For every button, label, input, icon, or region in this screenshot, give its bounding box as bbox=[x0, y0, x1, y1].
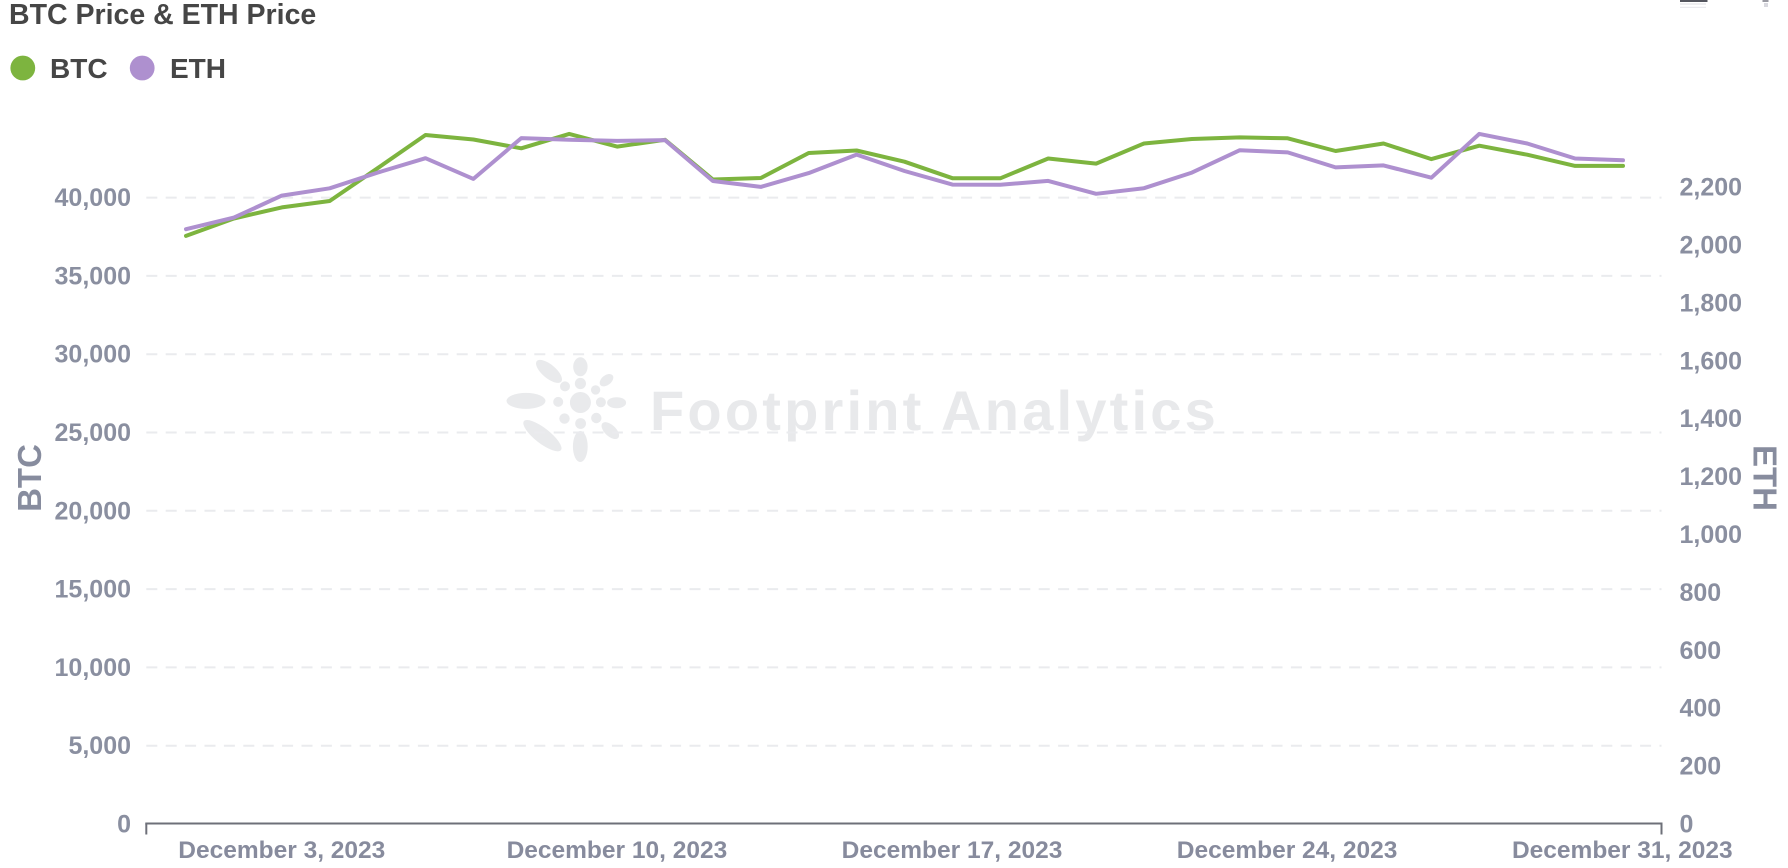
svg-text:600: 600 bbox=[1680, 637, 1722, 665]
svg-text:35,000: 35,000 bbox=[55, 262, 131, 290]
svg-text:2,200: 2,200 bbox=[1680, 174, 1743, 202]
svg-text:1,200: 1,200 bbox=[1680, 463, 1743, 491]
svg-text:ETH: ETH bbox=[1747, 445, 1784, 511]
svg-text:2,000: 2,000 bbox=[1680, 232, 1743, 260]
svg-text:1,800: 1,800 bbox=[1680, 289, 1743, 317]
svg-text:December 3, 2023: December 3, 2023 bbox=[178, 837, 385, 864]
svg-text:400: 400 bbox=[1680, 695, 1722, 723]
svg-text:200: 200 bbox=[1680, 753, 1722, 781]
svg-text:1,000: 1,000 bbox=[1680, 521, 1743, 549]
svg-text:25,000: 25,000 bbox=[55, 419, 131, 447]
svg-text:5,000: 5,000 bbox=[68, 732, 131, 760]
svg-text:December 31, 2023: December 31, 2023 bbox=[1512, 837, 1733, 864]
svg-text:BTC: BTC bbox=[50, 53, 108, 84]
svg-text:December 17, 2023: December 17, 2023 bbox=[842, 837, 1063, 864]
svg-text:December 10, 2023: December 10, 2023 bbox=[507, 837, 728, 864]
svg-text:December 24, 2023: December 24, 2023 bbox=[1177, 837, 1398, 864]
svg-text:800: 800 bbox=[1680, 579, 1722, 607]
svg-text:40,000: 40,000 bbox=[55, 184, 131, 212]
svg-text:0: 0 bbox=[1680, 811, 1694, 839]
svg-text:1,400: 1,400 bbox=[1680, 405, 1743, 433]
svg-text:ETH: ETH bbox=[170, 53, 226, 84]
svg-text:BTC: BTC bbox=[11, 444, 48, 512]
svg-text:10,000: 10,000 bbox=[55, 654, 131, 682]
svg-text:BTC Price & ETH Price: BTC Price & ETH Price bbox=[9, 0, 316, 31]
svg-text:0: 0 bbox=[117, 811, 131, 839]
svg-text:30,000: 30,000 bbox=[55, 341, 131, 369]
svg-text:1,600: 1,600 bbox=[1680, 347, 1743, 375]
svg-text:15,000: 15,000 bbox=[55, 576, 131, 604]
svg-text:20,000: 20,000 bbox=[55, 497, 131, 525]
